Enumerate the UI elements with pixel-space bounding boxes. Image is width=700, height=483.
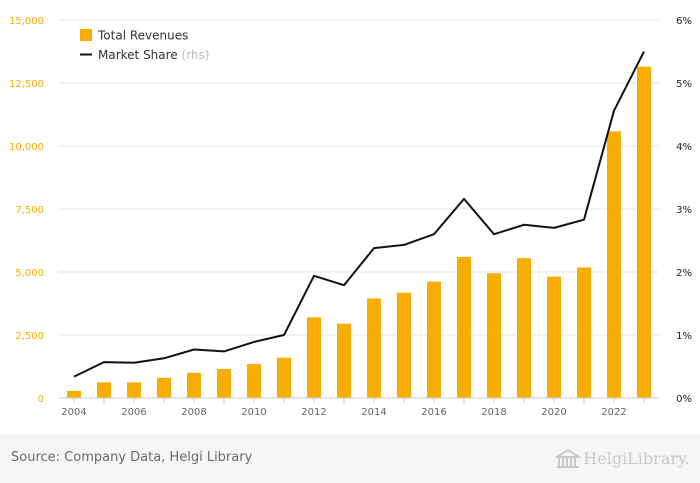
y-right-tick-label: 1% xyxy=(676,331,692,342)
bar xyxy=(67,390,81,398)
bar xyxy=(607,131,621,398)
bar xyxy=(127,382,141,398)
y-right-tick-label: 2% xyxy=(676,268,692,279)
x-tick-label: 2008 xyxy=(181,407,206,418)
bar xyxy=(217,369,231,398)
y-left-tick-label: 10,000 xyxy=(9,142,44,153)
y-right-tick-label: 6% xyxy=(676,16,692,27)
y-left-tick-label: 12,500 xyxy=(9,79,44,90)
x-tick-label: 2014 xyxy=(361,407,386,418)
bar xyxy=(337,323,351,398)
x-tick-label: 2006 xyxy=(121,407,146,418)
y-right-tick-label: 3% xyxy=(676,205,692,216)
bar xyxy=(157,377,171,398)
y-left-tick-label: 2,500 xyxy=(15,331,44,342)
market-share-line xyxy=(73,51,645,378)
bar xyxy=(97,382,111,398)
x-tick-label: 2018 xyxy=(481,407,506,418)
helgi-library-logo: HelgiLibrary. xyxy=(555,446,690,470)
y-left-tick-label: 7,500 xyxy=(15,205,44,216)
bar xyxy=(277,357,291,398)
x-tick-label: 2022 xyxy=(601,407,626,418)
bar xyxy=(577,267,591,398)
x-tick-label: 2004 xyxy=(61,407,86,418)
bar xyxy=(457,256,471,398)
y-left-tick-label: 5,000 xyxy=(15,268,44,279)
revenue-market-share-chart: 0 2,500 5,000 7,500 10,000 12,500 15,000 0% 1% 2%… xyxy=(9,16,692,418)
y-left-tick-label: 15,000 xyxy=(9,16,44,27)
y-right-tick-label: 0% xyxy=(676,394,692,405)
chart-footer: Source: Company Data, Helgi Library Helg… xyxy=(0,434,700,483)
bar xyxy=(427,281,441,398)
bar xyxy=(517,258,531,398)
bar xyxy=(307,317,321,398)
x-tick-label: 2016 xyxy=(421,407,446,418)
bar xyxy=(547,276,561,398)
bar xyxy=(397,292,411,398)
bar xyxy=(637,66,651,399)
x-tick-label: 2010 xyxy=(241,407,266,418)
y-left-tick-label: 0 xyxy=(38,394,44,405)
legend-label-rhs-suffix: (rhs) xyxy=(182,48,210,62)
legend-label-total-revenues: Total Revenues xyxy=(97,29,188,43)
source-note: Source: Company Data, Helgi Library xyxy=(11,450,253,465)
legend-swatch-total-revenues xyxy=(80,29,92,41)
x-tick-label: 2012 xyxy=(301,407,326,418)
bar xyxy=(187,372,201,398)
y-right-tick-label: 4% xyxy=(676,142,692,153)
bar xyxy=(487,273,501,398)
bar xyxy=(247,363,261,398)
y-right-tick-label: 5% xyxy=(676,79,692,90)
logo-text: HelgiLibrary. xyxy=(583,448,690,468)
bar xyxy=(367,298,381,398)
legend-label-market-share: Market Share (rhs) xyxy=(98,48,209,62)
library-building-icon xyxy=(555,448,582,468)
x-tick-label: 2020 xyxy=(541,407,566,418)
